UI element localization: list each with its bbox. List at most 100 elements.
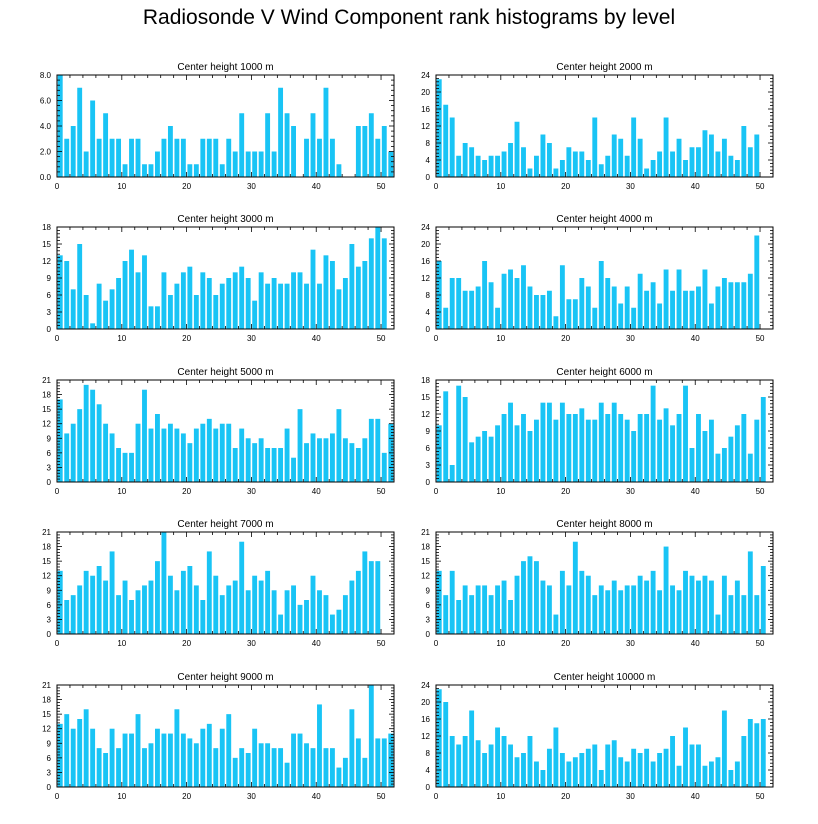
- y-tick-label: 9: [426, 427, 431, 436]
- x-tick-label: 40: [691, 487, 700, 496]
- panel-title: Center height 10000 m: [554, 672, 656, 683]
- histogram-bar: [57, 723, 63, 787]
- histogram-bar: [116, 748, 122, 787]
- histogram-bar: [304, 283, 309, 329]
- y-tick-label: 18: [42, 543, 51, 552]
- histogram-bar: [64, 714, 70, 787]
- histogram-bar: [469, 290, 475, 329]
- histogram-bar: [329, 138, 335, 177]
- histogram-bar: [449, 117, 455, 177]
- x-tick-label: 0: [55, 639, 60, 648]
- histogram-bar: [122, 164, 128, 177]
- histogram-bar: [618, 757, 624, 787]
- histogram-bar: [323, 595, 329, 634]
- histogram-bar: [167, 423, 173, 482]
- histogram-bar: [155, 306, 160, 329]
- histogram-bar: [142, 255, 147, 329]
- histogram-bar: [245, 753, 251, 787]
- x-tick-label: 50: [756, 334, 765, 343]
- x-tick-label: 20: [182, 182, 191, 191]
- histogram-bar: [683, 160, 688, 177]
- panel-title: Center height 9000 m: [177, 672, 273, 683]
- x-tick-label: 10: [496, 639, 505, 648]
- histogram-bar: [271, 748, 277, 787]
- histogram-bar: [336, 767, 342, 787]
- histogram-bar: [161, 138, 167, 177]
- histogram-bar: [689, 290, 695, 329]
- histogram-bar: [83, 295, 89, 329]
- y-tick-label: 0: [47, 325, 52, 334]
- y-tick-label: 24: [421, 71, 430, 80]
- histogram-bar: [754, 419, 760, 482]
- histogram-bar: [129, 138, 134, 177]
- histogram-bar: [469, 710, 475, 787]
- histogram-bar: [689, 744, 695, 787]
- histogram-bar: [193, 585, 199, 634]
- histogram-bar: [521, 561, 526, 634]
- histogram-bar: [284, 762, 290, 787]
- histogram-bar: [375, 561, 381, 634]
- histogram-bar: [644, 168, 650, 177]
- histogram-bar: [728, 282, 734, 329]
- histogram-bar: [624, 155, 630, 177]
- histogram-bar: [475, 436, 481, 482]
- histogram-bar: [501, 736, 507, 787]
- histogram-bar: [579, 278, 585, 329]
- histogram-bar: [142, 748, 147, 787]
- histogram-bar: [754, 134, 760, 177]
- histogram-bar: [469, 595, 475, 634]
- x-tick-label: 50: [377, 182, 386, 191]
- histogram-bar: [96, 138, 102, 177]
- histogram-bar: [122, 580, 128, 634]
- histogram-bar: [462, 585, 468, 634]
- y-tick-label: 12: [421, 410, 430, 419]
- histogram-bar: [501, 151, 507, 177]
- y-tick-label: 2.0: [40, 148, 52, 157]
- histogram-bar: [611, 134, 617, 177]
- x-tick-label: 0: [55, 487, 60, 496]
- histogram-bar: [83, 570, 89, 634]
- histogram-bar: [618, 590, 624, 634]
- histogram-bar: [142, 585, 147, 634]
- histogram-bar: [245, 438, 251, 482]
- histogram-bar: [605, 414, 611, 482]
- histogram-bar: [96, 404, 102, 482]
- histogram-bar: [676, 269, 682, 329]
- histogram-bar: [559, 402, 565, 482]
- y-tick-label: 6: [47, 449, 52, 458]
- histogram-bar: [488, 744, 494, 787]
- histogram-bar: [135, 423, 141, 482]
- histogram-bar: [559, 160, 565, 177]
- histogram-bar: [644, 748, 650, 787]
- y-tick-label: 3: [426, 461, 431, 470]
- histogram-bar: [213, 748, 219, 787]
- x-tick-label: 0: [55, 792, 60, 801]
- histogram-bar: [219, 283, 225, 329]
- histogram-bar: [375, 738, 381, 787]
- histogram-bar: [265, 743, 271, 787]
- histogram-bar: [495, 307, 501, 329]
- histogram-bar: [598, 164, 604, 177]
- histogram-bar: [135, 590, 141, 634]
- histogram-bar: [109, 728, 115, 787]
- histogram-bar: [508, 143, 513, 177]
- x-tick-label: 50: [756, 487, 765, 496]
- y-tick-label: 15: [42, 557, 51, 566]
- histogram-bar: [219, 164, 225, 177]
- histogram-bar: [521, 414, 526, 482]
- histogram-bar: [708, 761, 714, 787]
- histogram-bar: [605, 278, 611, 329]
- x-tick-label: 10: [496, 792, 505, 801]
- histogram-bar: [637, 414, 643, 482]
- histogram-bar: [239, 541, 245, 634]
- histogram-bar: [605, 155, 611, 177]
- histogram-bar: [696, 147, 701, 177]
- histogram-bar: [180, 138, 186, 177]
- histogram-bar: [291, 457, 296, 482]
- histogram-bar: [741, 414, 747, 482]
- histogram-bar: [200, 272, 206, 329]
- x-tick-label: 30: [247, 792, 256, 801]
- histogram-bar: [193, 428, 199, 482]
- histogram-bar: [252, 443, 258, 482]
- y-tick-label: 0: [426, 478, 431, 487]
